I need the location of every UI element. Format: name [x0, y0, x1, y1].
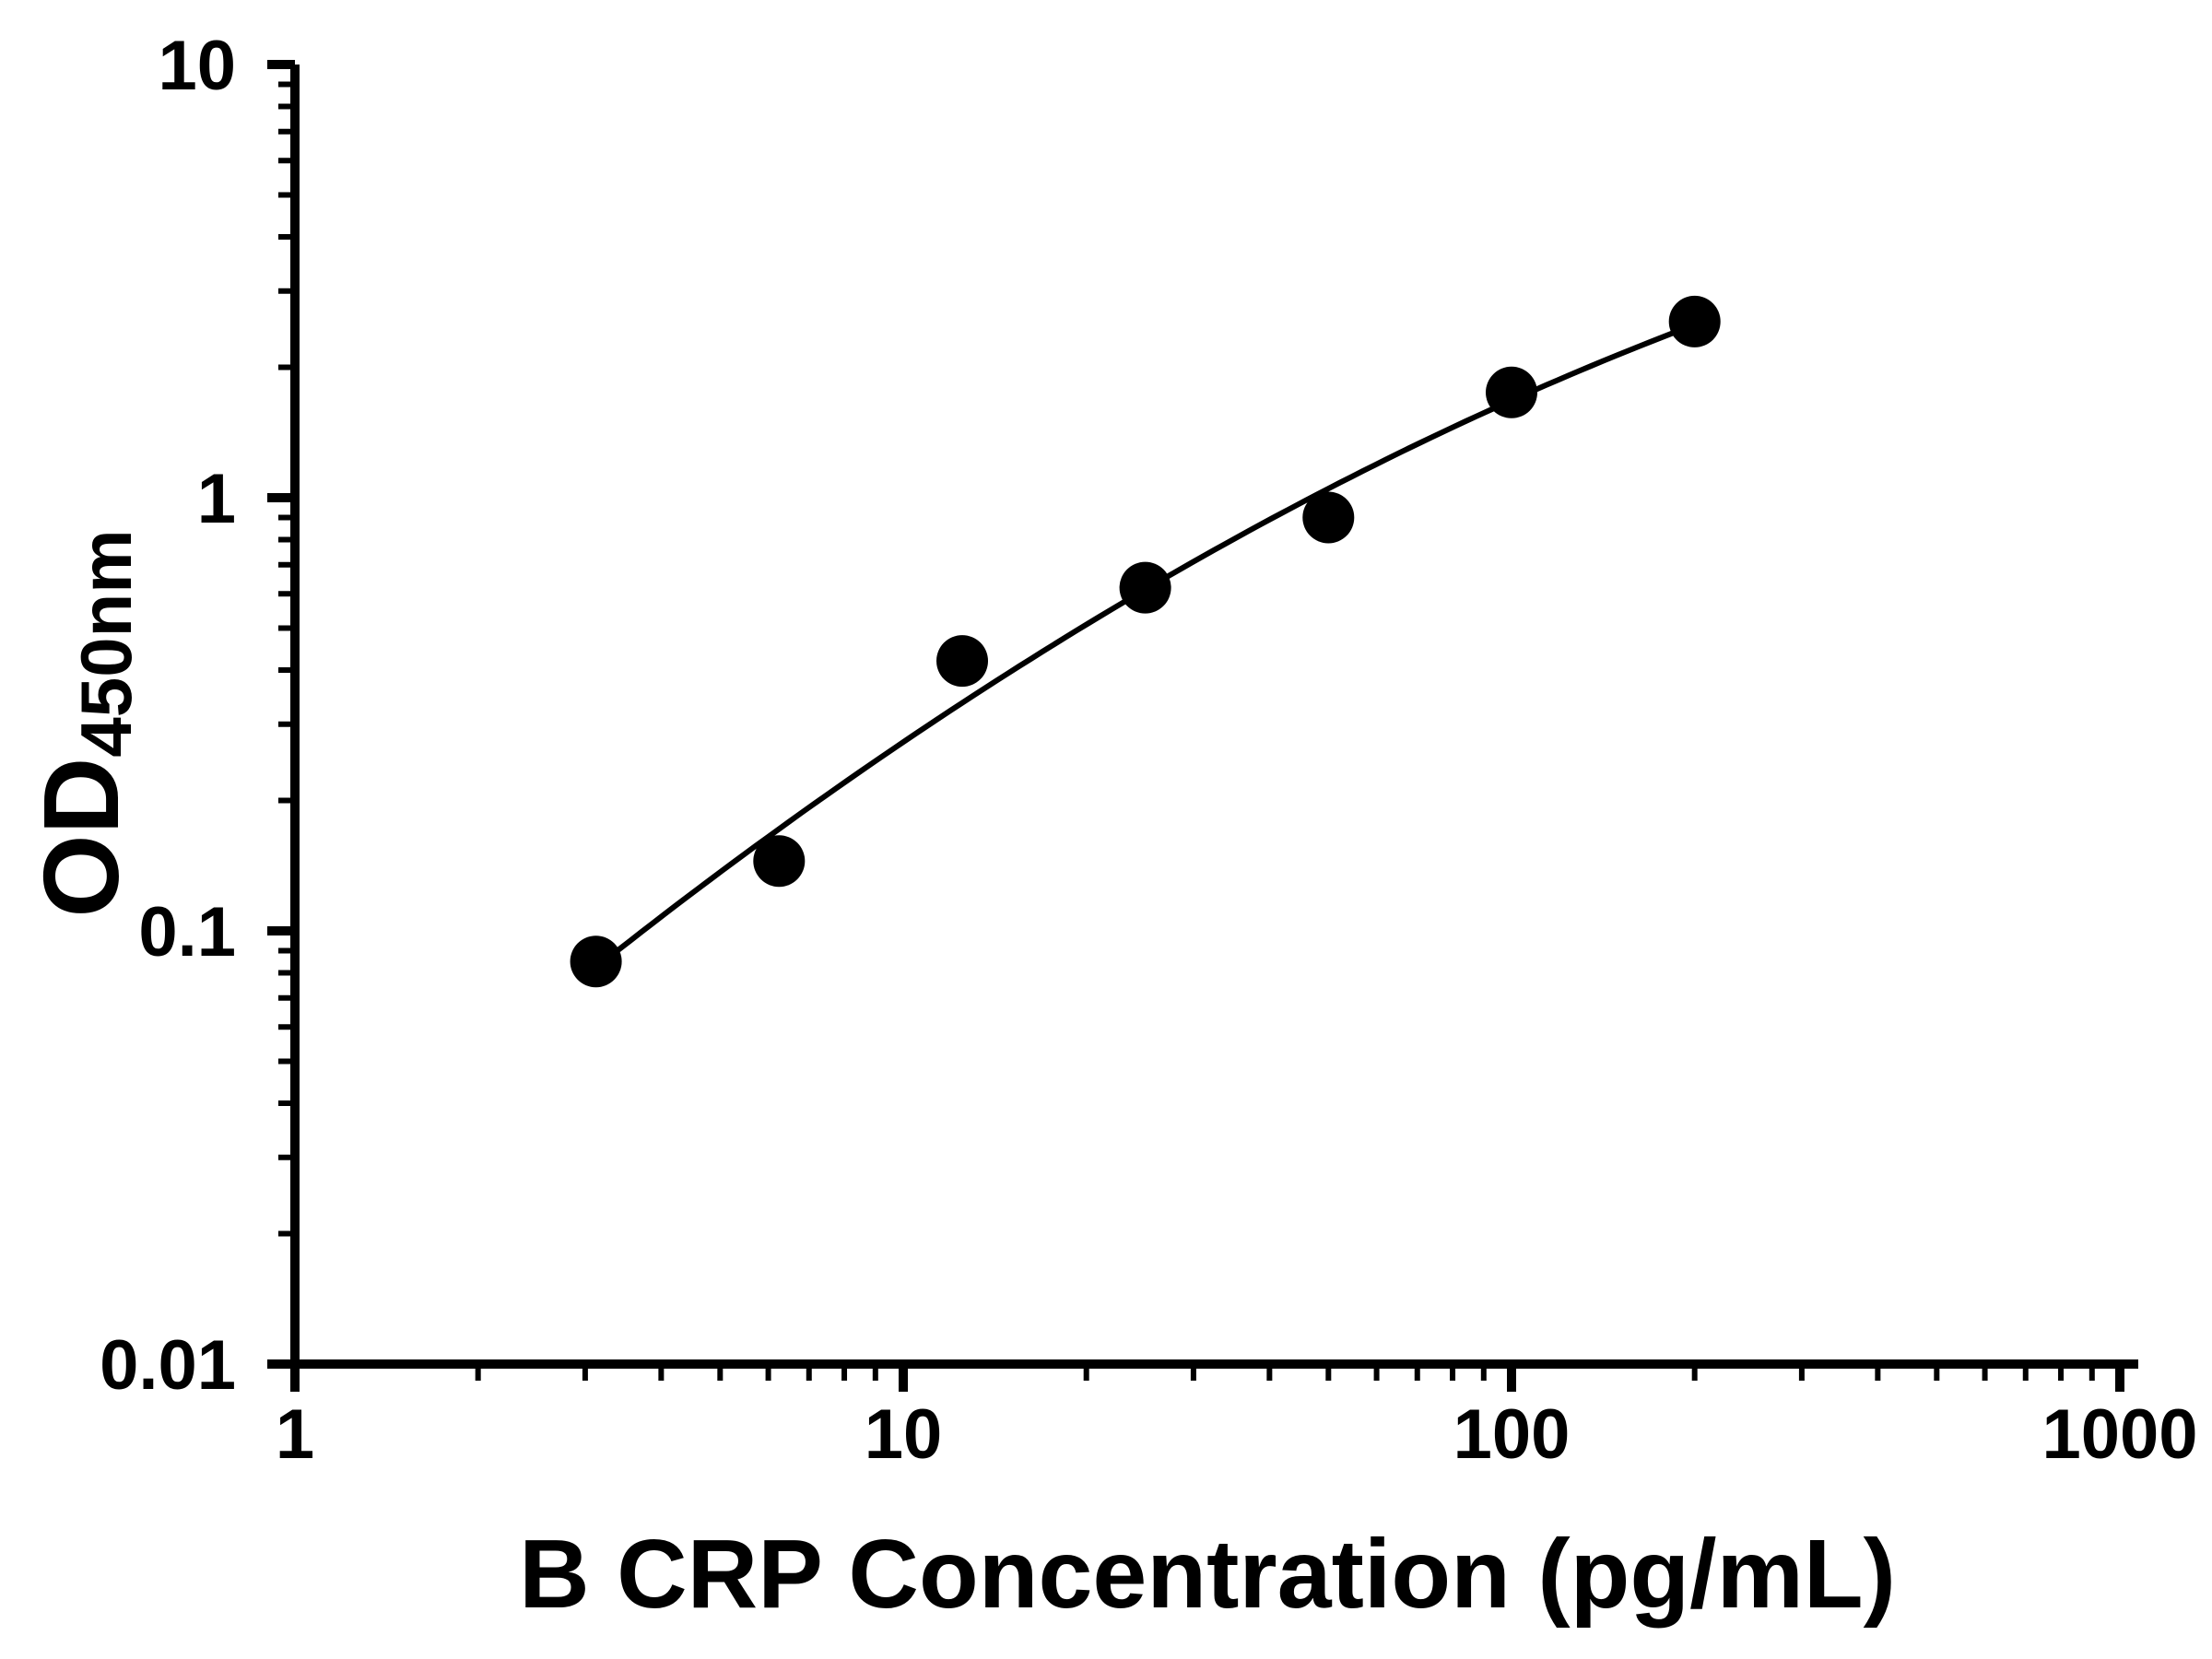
- y-tick-label: 1: [197, 460, 236, 538]
- y-tick-label: 0.1: [138, 893, 236, 971]
- data-point: [753, 835, 806, 888]
- y-axis-title-main: OD: [21, 757, 141, 918]
- y-axis-title-sub: 450nm: [65, 529, 147, 758]
- data-point: [1668, 295, 1721, 347]
- data-point: [1302, 491, 1355, 544]
- data-point: [1486, 366, 1537, 418]
- y-tick-label: 0.01: [100, 1326, 236, 1405]
- data-point: [570, 935, 622, 988]
- y-axis-title: OD450nm: [19, 529, 147, 918]
- data-point: [936, 635, 988, 688]
- x-tick-label: 1: [276, 1395, 314, 1474]
- data-point: [1119, 561, 1171, 614]
- x-tick-label: 1000: [2041, 1395, 2197, 1474]
- x-tick-label: 100: [1453, 1395, 1571, 1474]
- y-tick-label: 10: [158, 27, 236, 105]
- x-axis-title: B CRP Concentration (pg/mL): [519, 1520, 1896, 1629]
- x-tick-label: 10: [865, 1395, 943, 1474]
